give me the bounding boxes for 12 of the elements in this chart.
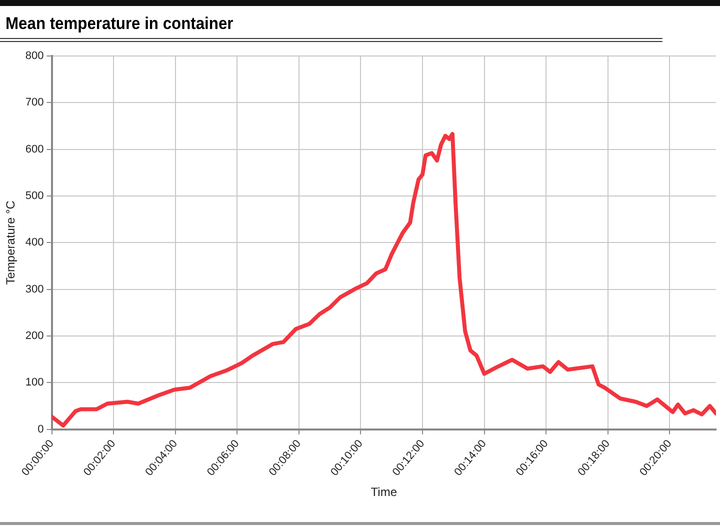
y-tick-label: 500 <box>25 190 44 202</box>
y-tick-label: 800 <box>25 50 44 62</box>
y-tick-label: 400 <box>25 236 44 249</box>
y-tick-label: 300 <box>25 283 44 296</box>
y-axis-title: Temperature °C <box>4 200 18 285</box>
y-tick-label: 0 <box>38 423 44 436</box>
chart-title: Mean temperature in container <box>0 6 662 42</box>
x-axis-title: Time <box>370 485 398 500</box>
y-tick-label: 600 <box>25 143 44 156</box>
y-tick-label: 100 <box>25 376 44 389</box>
y-tick-label: 200 <box>25 330 44 342</box>
y-tick-label: 700 <box>25 96 44 109</box>
